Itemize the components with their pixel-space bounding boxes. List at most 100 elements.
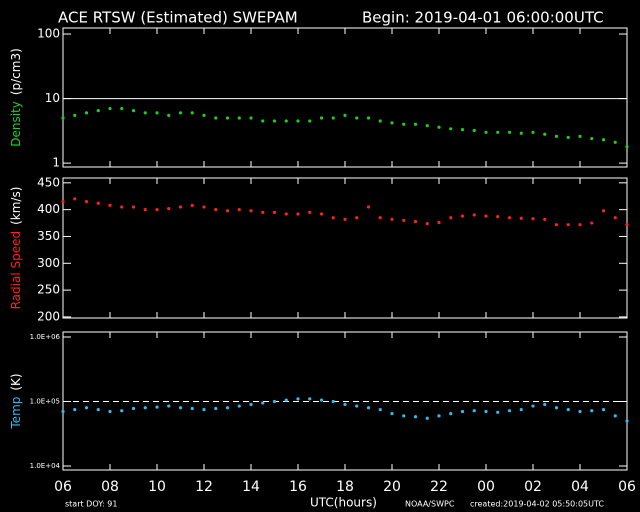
data-point xyxy=(261,210,265,214)
y-tick-label: 1.0E+05 xyxy=(30,398,60,406)
data-point xyxy=(167,404,171,408)
data-point xyxy=(601,138,606,142)
x-tick-label: 14 xyxy=(242,479,260,495)
y-tick-label: 450 xyxy=(37,175,60,189)
data-point xyxy=(531,217,535,221)
data-point xyxy=(484,130,488,134)
data-point xyxy=(225,209,230,213)
data-point xyxy=(378,119,382,123)
y-tick-label: 100 xyxy=(37,27,60,41)
x-tick-label: 06 xyxy=(54,479,72,495)
data-point xyxy=(296,397,300,401)
data-point xyxy=(308,397,312,401)
data-point xyxy=(566,407,570,412)
data-point xyxy=(449,216,453,220)
x-tick-label: 20 xyxy=(383,479,401,495)
data-point xyxy=(425,416,429,420)
x-tick-label: 10 xyxy=(148,479,166,495)
data-point xyxy=(131,406,136,411)
data-point xyxy=(460,409,465,414)
y-axis-label: Temp (K) xyxy=(9,373,23,429)
data-point xyxy=(178,406,183,410)
data-point xyxy=(390,411,394,416)
data-point xyxy=(155,405,159,409)
data-point xyxy=(84,111,89,115)
data-point xyxy=(284,398,288,402)
data-point xyxy=(214,208,218,212)
data-point xyxy=(120,409,124,413)
data-point xyxy=(625,145,629,149)
data-point xyxy=(378,407,382,412)
x-tick-label: 02 xyxy=(524,479,542,495)
data-point xyxy=(460,214,465,218)
data-point xyxy=(472,128,476,133)
data-point xyxy=(413,122,418,126)
data-point xyxy=(96,201,100,205)
data-point xyxy=(613,140,617,144)
data-point xyxy=(84,406,89,410)
y-tick-label: 350 xyxy=(37,229,60,243)
begin-time: Begin: 2019-04-01 06:00:00UTC xyxy=(362,9,604,27)
data-point xyxy=(613,216,617,220)
data-point xyxy=(531,130,535,134)
data-point xyxy=(167,113,171,117)
data-point xyxy=(143,406,147,410)
data-point xyxy=(190,406,194,411)
x-tick-label: 00 xyxy=(477,479,495,495)
data-point xyxy=(402,218,406,222)
data-point xyxy=(543,402,547,407)
data-point xyxy=(261,119,265,123)
data-point xyxy=(73,113,77,117)
data-point xyxy=(272,119,277,123)
data-point xyxy=(190,203,194,207)
data-point xyxy=(578,223,582,227)
data-point xyxy=(413,219,418,224)
y-tick-label: 1.0E+04 xyxy=(30,462,61,470)
y-axis-label-name: Density xyxy=(9,101,23,147)
y-axis-label: Radial Speed (km/s) xyxy=(9,187,23,310)
x-tick-label: 22 xyxy=(430,479,448,495)
data-point xyxy=(519,216,523,220)
data-point xyxy=(167,206,171,211)
data-point xyxy=(261,401,265,405)
data-points xyxy=(61,397,629,423)
data-point xyxy=(284,212,288,216)
data-point xyxy=(366,406,371,410)
data-point xyxy=(331,216,335,220)
data-point xyxy=(296,119,300,123)
data-point xyxy=(108,106,112,111)
data-point xyxy=(554,406,559,410)
data-point xyxy=(625,419,629,423)
y-tick-label: 250 xyxy=(37,283,60,297)
data-point xyxy=(449,127,453,131)
data-point xyxy=(84,200,89,204)
data-point xyxy=(73,197,77,201)
data-point xyxy=(61,200,65,204)
data-point xyxy=(319,116,324,120)
data-point xyxy=(202,113,206,117)
data-point xyxy=(237,208,241,212)
data-points xyxy=(61,106,629,149)
data-point xyxy=(601,407,606,412)
title: ACE RTSW (Estimated) SWEPAM xyxy=(58,9,298,27)
data-point xyxy=(507,130,512,134)
data-point xyxy=(566,135,570,140)
data-point xyxy=(484,409,488,414)
data-point xyxy=(73,407,77,412)
data-point xyxy=(355,404,359,408)
y-tick-label: 10 xyxy=(45,91,60,105)
data-point xyxy=(366,116,371,120)
data-point xyxy=(578,134,582,138)
x-tick-label: 12 xyxy=(195,479,213,495)
data-point xyxy=(225,406,230,410)
data-point xyxy=(437,125,441,129)
data-point xyxy=(566,223,570,227)
data-point xyxy=(543,132,547,136)
x-tick-label: 18 xyxy=(336,479,354,495)
data-point xyxy=(390,121,394,125)
data-point xyxy=(378,216,382,220)
data-point xyxy=(437,220,441,225)
data-points xyxy=(61,197,629,227)
data-point xyxy=(120,205,124,209)
data-point xyxy=(131,109,136,113)
